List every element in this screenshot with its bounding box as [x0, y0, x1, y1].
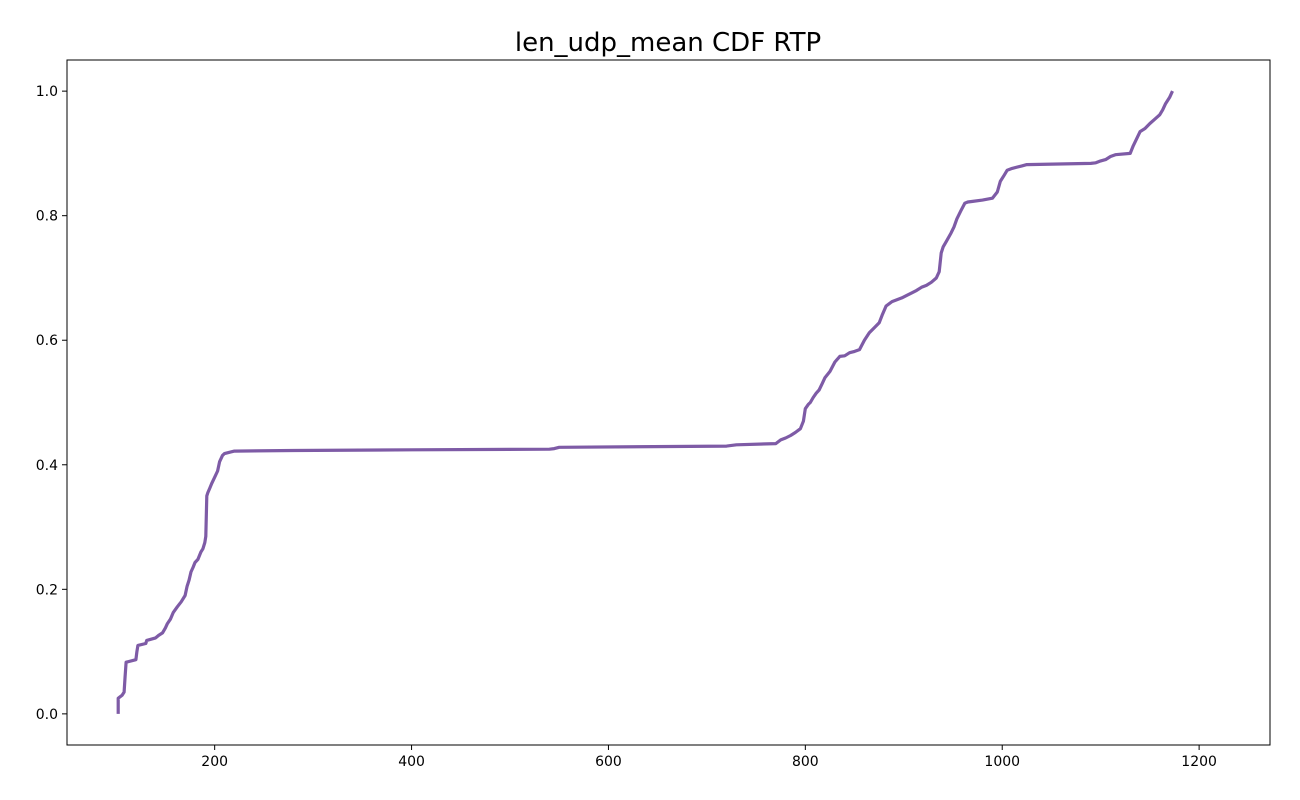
plot-area	[116, 90, 1174, 714]
x-tick-label: 400	[398, 754, 425, 770]
y-tick-label: 0.8	[36, 209, 58, 225]
y-tick-label: 0.0	[36, 707, 58, 723]
y-tick-label: 0.2	[36, 582, 58, 598]
x-tick-label: 1000	[984, 754, 1020, 770]
x-tick-label: 1200	[1181, 754, 1217, 770]
x-tick-label: 200	[201, 754, 228, 770]
x-tick-label: 800	[792, 754, 819, 770]
x-tick-label: 600	[595, 754, 622, 770]
chart-title: len_udp_mean CDF RTP	[515, 28, 821, 58]
y-tick-label: 0.6	[36, 333, 58, 349]
y-tick-label: 0.4	[36, 458, 58, 474]
x-axis: 200 400 600 800 1000 1200	[201, 745, 1217, 770]
y-axis: 0.0 0.2 0.4 0.6 0.8 1.0	[36, 84, 67, 723]
y-tick-label: 1.0	[36, 84, 58, 100]
axes-frame	[66, 59, 1271, 746]
cdf-series-line	[116, 90, 1174, 714]
